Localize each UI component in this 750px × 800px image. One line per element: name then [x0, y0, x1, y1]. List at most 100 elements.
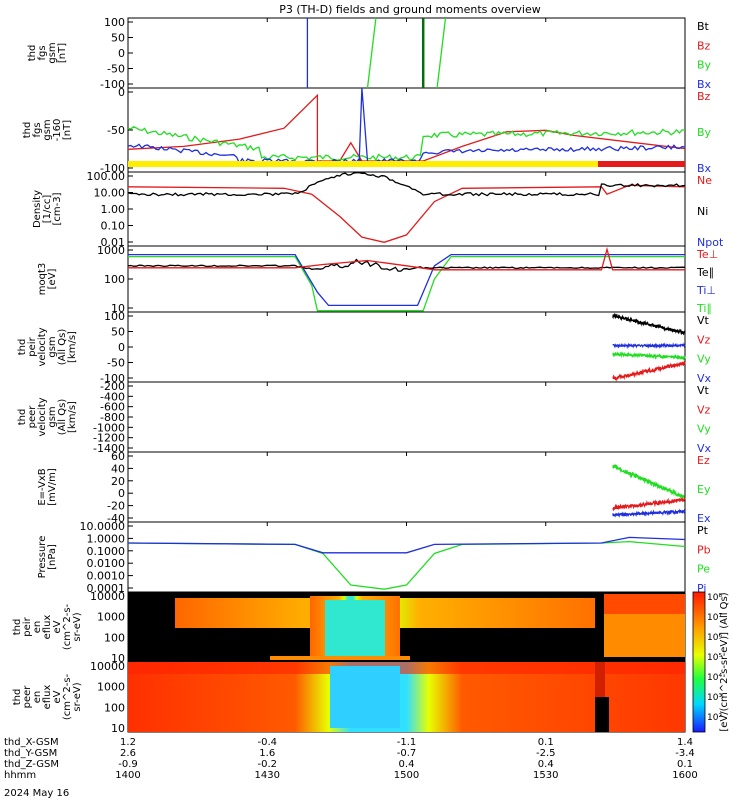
y-axis-label: (cm^2-s- — [62, 673, 73, 720]
colorbar-tick: 10² — [707, 713, 722, 723]
legend-entry: Vy — [697, 353, 711, 366]
y-tick-label: 0 — [118, 86, 125, 99]
ephemeris-value: 1400 — [115, 770, 140, 781]
series-bx — [127, 143, 686, 165]
ephemeris-value: 0.4 — [399, 759, 415, 770]
y-tick-label: -100 — [100, 78, 125, 91]
y-tick-label: 0 — [118, 47, 125, 60]
series-by-spike — [366, 17, 377, 89]
ephemeris-value: -0.7 — [397, 748, 417, 759]
colorbar-tick: 10⁵ — [707, 653, 722, 663]
y-tick-label: -100 — [100, 162, 125, 175]
legend-entry: By — [697, 126, 712, 139]
status-bar-ok — [128, 161, 598, 167]
colorbar-tick: 10⁴ — [707, 673, 722, 683]
colorbar-tick: 10³ — [707, 693, 722, 703]
y-tick-label: 40 — [111, 462, 125, 475]
y-axis-label: [km/s] — [67, 401, 78, 433]
y-axis-label: [cm-3] — [52, 192, 63, 225]
y-axis-label: thd — [22, 122, 33, 139]
legend-entry: Vx — [697, 442, 712, 455]
ephemeris-row-label: thd_X-GSM — [4, 737, 59, 748]
y-tick-label: 10.0000 — [80, 520, 126, 533]
series-ti-par — [128, 255, 685, 312]
y-axis-label: thd — [17, 409, 28, 426]
y-axis-label: en — [32, 691, 43, 704]
panel-frame — [127, 87, 686, 173]
y-tick-label: -40 — [107, 512, 125, 525]
y-axis-label: E=-VxB — [37, 468, 48, 505]
y-tick-label: 1.0000 — [87, 532, 126, 545]
y-axis-label: gsm — [47, 406, 58, 427]
legend-entry: Pe — [697, 563, 710, 576]
legend-entry: Bx — [697, 162, 712, 175]
series-ti-perp — [128, 253, 685, 307]
y-axis-label: [eV] — [47, 269, 58, 290]
y-tick-label: 100 — [104, 631, 125, 644]
legend-entry: Bx — [697, 78, 712, 91]
y-tick-label: 10 — [111, 652, 125, 665]
legend-entry: Ne — [697, 174, 712, 187]
y-axis-label: peer — [27, 405, 38, 429]
y-axis-label: peir — [27, 336, 38, 356]
legend-entry: Npot — [697, 236, 724, 249]
ephemeris-value: -0.2 — [257, 759, 277, 770]
y-axis-label: [nT] — [62, 120, 73, 140]
series-ne — [127, 184, 686, 243]
y-tick-label: 100 — [104, 310, 125, 323]
y-tick-label: 0.0100 — [87, 557, 126, 570]
series-bx-spike — [358, 87, 369, 162]
ephemeris-value: -1.1 — [397, 737, 417, 748]
series-bz — [127, 93, 686, 162]
colorbar — [692, 591, 706, 733]
y-axis-label: eflux — [42, 685, 53, 710]
y-axis-label: (All Qs) — [57, 329, 68, 366]
legend-entry: Vy — [697, 423, 711, 436]
y-axis-label: moqt3 — [37, 263, 48, 296]
y-tick-label: -200 — [100, 380, 125, 393]
y-axis-label: velocity — [37, 397, 48, 436]
y-axis-label: Density — [32, 190, 43, 228]
ephemeris-value: 1.6 — [259, 748, 275, 759]
ion-spectrogram — [128, 592, 685, 662]
y-tick-label: 100 — [104, 16, 125, 29]
y-axis-label: peer — [22, 685, 33, 709]
figure-title: P3 (TH-D) fields and ground moments over… — [279, 3, 541, 16]
series-by — [127, 126, 686, 162]
series-vz — [612, 360, 686, 382]
y-axis-label: eflux — [42, 615, 53, 640]
ephemeris-value: -3.4 — [675, 748, 695, 759]
y-axis-label: thd — [12, 619, 23, 636]
y-tick-label: 50 — [111, 326, 125, 339]
y-tick-label: 20 — [111, 475, 125, 488]
y-axis-label: gsm — [47, 336, 58, 357]
ephemeris-value: -0.9 — [118, 759, 138, 770]
series-ex — [612, 508, 686, 518]
colorbar-tick: 10⁸ — [707, 593, 722, 603]
y-tick-label: 0 — [118, 487, 125, 500]
series-vy — [612, 351, 686, 361]
ephemeris-value: 2.6 — [120, 748, 136, 759]
series-vx — [612, 342, 686, 350]
y-axis-label: [km/s] — [67, 331, 78, 363]
ephemeris-value: 1530 — [533, 770, 558, 781]
y-tick-label: 100 — [104, 701, 125, 714]
ephemeris-value: 0.1 — [677, 759, 693, 770]
y-axis-label: peir — [22, 616, 33, 636]
y-axis-label: sr-eV) — [72, 612, 83, 641]
y-tick-label: 50 — [111, 32, 125, 45]
legend-entry: Bt — [697, 20, 710, 33]
panel-frame — [127, 311, 686, 383]
y-axis-label: [nPa] — [47, 544, 58, 570]
y-axis-label: Pressure — [37, 536, 48, 579]
legend-entry: Vx — [697, 372, 712, 385]
y-tick-label: 0.0010 — [87, 570, 126, 583]
panel-frame — [127, 381, 686, 453]
status-bar-flag — [598, 161, 685, 167]
y-tick-label: 1000 — [97, 244, 125, 257]
ephemeris-value: 0.4 — [538, 759, 554, 770]
y-tick-label: 10 — [111, 722, 125, 735]
legend-entry: Ni — [697, 205, 708, 218]
y-tick-label: 0 — [118, 341, 125, 354]
